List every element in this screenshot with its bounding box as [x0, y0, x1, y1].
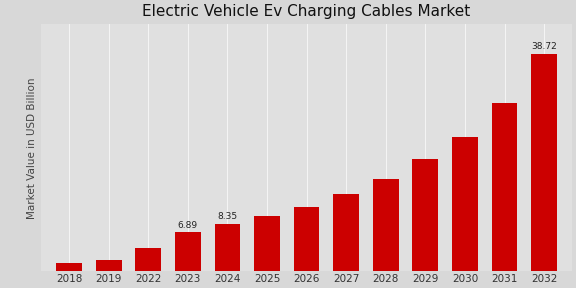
Bar: [254, 216, 280, 271]
Bar: [412, 159, 438, 271]
Bar: [215, 224, 240, 271]
Bar: [135, 247, 161, 271]
Bar: [492, 103, 517, 271]
Text: 38.72: 38.72: [531, 42, 557, 51]
Y-axis label: Market Value in USD Billion: Market Value in USD Billion: [27, 77, 37, 219]
Bar: [294, 206, 320, 271]
Bar: [334, 194, 359, 271]
Bar: [531, 54, 557, 271]
Bar: [175, 232, 200, 271]
Bar: [56, 263, 82, 271]
Bar: [373, 179, 399, 271]
Text: 6.89: 6.89: [178, 221, 198, 230]
Bar: [96, 260, 122, 271]
Text: 8.35: 8.35: [217, 213, 237, 221]
Bar: [452, 137, 478, 271]
Title: Electric Vehicle Ev Charging Cables Market: Electric Vehicle Ev Charging Cables Mark…: [142, 4, 471, 19]
